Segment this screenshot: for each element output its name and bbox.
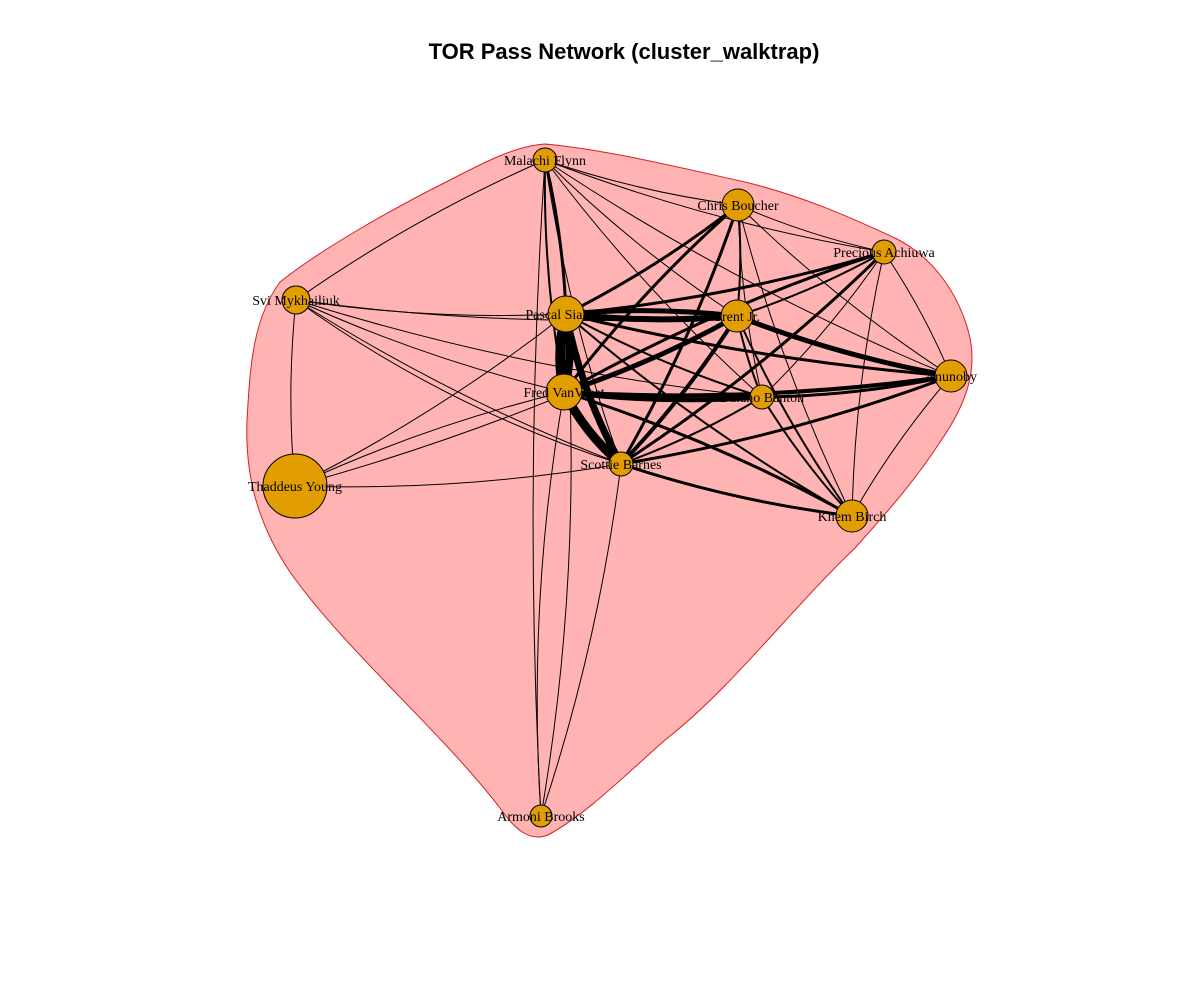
node-anunoby	[934, 359, 968, 393]
edge-banton-achiuwa	[761, 251, 885, 398]
edge-young-trent	[294, 315, 738, 487]
cluster-hull	[246, 143, 973, 838]
node-layer	[262, 147, 968, 828]
edge-malachi-achiuwa	[544, 159, 885, 253]
node-label-trent: Trent Jr.	[714, 310, 760, 325]
edge-siakam-barnes	[562, 310, 625, 468]
edge-vanvleet-birch	[562, 390, 854, 518]
edge-barnes-banton	[620, 396, 763, 465]
edge-siakam-banton	[565, 313, 763, 398]
node-trent	[720, 299, 754, 333]
edge-anunoby-birch	[851, 375, 952, 517]
node-brooks	[529, 804, 553, 828]
edge-brooks-malachi	[532, 159, 546, 817]
node-malachi	[532, 147, 558, 173]
edge-vanvleet-malachi	[543, 159, 565, 393]
edge-boucher-birch	[737, 204, 853, 517]
node-vanvleet	[545, 373, 583, 411]
node-label-birch: Khem Birch	[818, 510, 887, 525]
edge-trent-birch	[736, 315, 853, 517]
node-mykhailiuk	[281, 285, 311, 315]
edge-banton-anunoby	[760, 374, 953, 399]
edge-barnes-achiuwa	[619, 250, 886, 466]
edge-boucher-anunoby	[737, 204, 952, 377]
edge-siakam-achiuwa	[564, 250, 886, 316]
edge-trent-anunoby	[734, 313, 954, 379]
edge-vanvleet-banton	[561, 389, 765, 403]
node-label-vanvleet: Fred VanVleet	[524, 386, 605, 401]
edge-mykhailiuk-trent	[295, 299, 738, 321]
node-label-brooks: Armoni Brooks	[497, 810, 585, 825]
edge-boucher-banton	[737, 204, 763, 398]
edge-siakam-birch	[565, 313, 853, 517]
edge-vanvleet-trent	[561, 313, 740, 395]
node-label-siakam: Pascal Siakam	[525, 308, 606, 323]
node-label-malachi: Malachi Flynn	[504, 154, 586, 169]
edge-barnes-boucher	[619, 203, 740, 466]
edge-malachi-trent	[544, 159, 738, 317]
node-siakam	[547, 295, 585, 333]
node-label-boucher: Chris Boucher	[697, 199, 779, 214]
node-label-barnes: Scottie Barnes	[580, 458, 661, 473]
edge-trent-achiuwa	[736, 251, 885, 317]
edge-malachi-mykhailiuk	[295, 159, 546, 301]
edge-achiuwa-birch	[851, 251, 885, 517]
diagram-title: TOR Pass Network (cluster_walktrap)	[429, 39, 820, 64]
node-banton	[749, 384, 775, 410]
edge-malachi-anunoby	[544, 159, 952, 377]
edge-mykhailiuk-banton	[295, 299, 763, 398]
node-achiuwa	[871, 239, 897, 265]
edge-boucher-achiuwa	[737, 204, 885, 253]
node-young	[262, 453, 328, 519]
edge-vanvleet-boucher	[562, 203, 740, 394]
edge-young-barnes	[294, 463, 622, 488]
edge-mykhailiuk-barnes	[295, 299, 622, 465]
node-label-anunoby: Anunoby	[925, 370, 977, 385]
edge-barnes-anunoby	[619, 374, 953, 466]
edge-barnes-trent	[619, 314, 739, 466]
edge-barnes-birch	[619, 462, 854, 518]
edge-barnes-mykhailiuk	[295, 299, 622, 465]
edge-banton-birch	[761, 396, 853, 517]
edge-siakam-boucher	[564, 203, 740, 316]
edge-young-vanvleet	[294, 391, 565, 487]
node-label-banton: Dalano Banton	[720, 391, 804, 406]
edge-vanvleet-achiuwa	[562, 250, 886, 394]
node-barnes	[608, 451, 634, 477]
edge-malachi-boucher	[544, 159, 739, 206]
node-label-young: Thaddeus Young	[248, 480, 342, 495]
edge-mykhailiuk-vanvleet	[295, 299, 565, 393]
node-birch	[835, 499, 869, 533]
node-label-mykhailiuk: Svi Mykhailiuk	[252, 294, 340, 309]
node-boucher	[721, 188, 755, 222]
node-label-achiuwa: Precious Achiuwa	[833, 246, 935, 261]
edge-young-siakam	[294, 313, 567, 487]
edge-brooks-barnes	[540, 463, 622, 817]
label-layer: Malachi Flynn Chris Boucher Precious Achiu…	[248, 154, 977, 825]
edge-malachi-banton	[544, 159, 763, 398]
